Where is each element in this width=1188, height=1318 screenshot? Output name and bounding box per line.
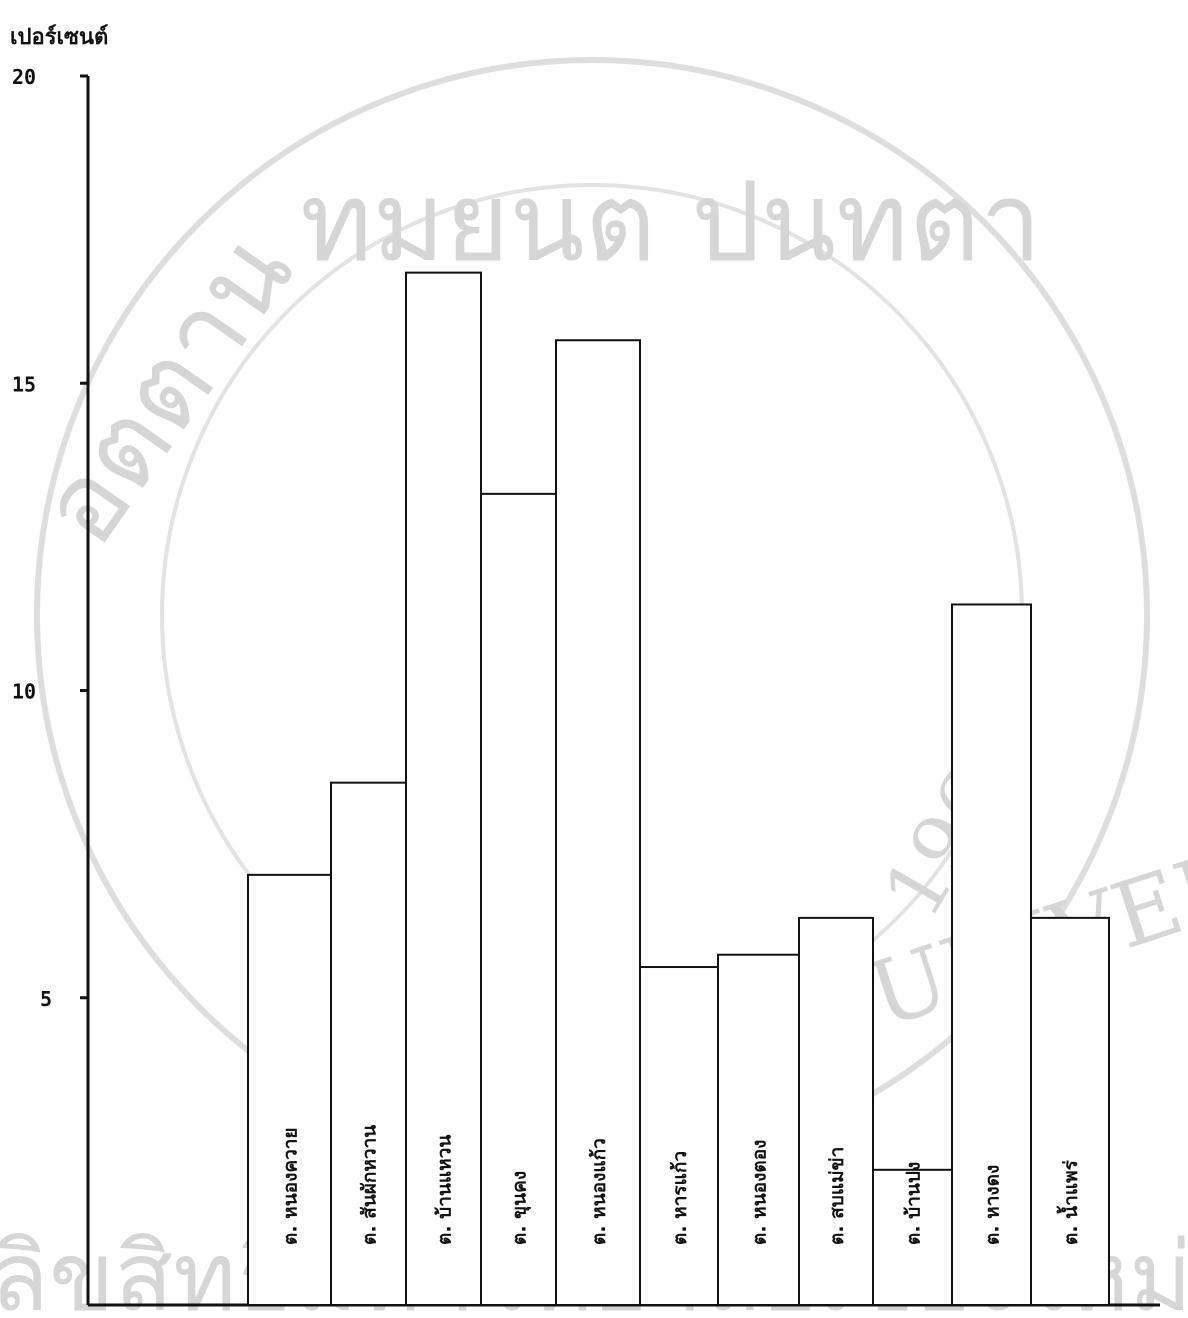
bar-category-label: ต. สบแม่ข่า	[826, 1147, 848, 1245]
y-ticks: 20 15 10 5	[12, 65, 88, 1011]
bar	[1030, 916, 1110, 1306]
bar	[555, 339, 641, 1306]
y-tick-label: 15	[12, 372, 36, 396]
bar	[639, 966, 719, 1307]
y-tick-label: 10	[12, 680, 36, 704]
bar-category-label: ต. หนองแก้ว	[588, 1138, 610, 1245]
bar-category-label: ต. สันผักหวาน	[359, 1125, 381, 1245]
bar	[798, 916, 874, 1306]
y-tick-label: 20	[12, 65, 36, 89]
bar	[405, 271, 482, 1306]
watermark-top-text: ทมยนต ปนทตา	[300, 158, 1042, 286]
y-axis-label: เปอร์เซนต์	[10, 24, 108, 50]
bar-category-label: ต. บ้านแหวน	[434, 1135, 456, 1245]
bar-category-label: ต. บ้านปง	[903, 1162, 925, 1245]
bar-category-label: ต. หางดง	[982, 1165, 1004, 1245]
bar-category-label: ต. หนองตอง	[749, 1140, 771, 1245]
bar	[480, 492, 557, 1306]
y-tick-label: 5	[40, 987, 52, 1011]
bar	[872, 1168, 953, 1307]
bars: ต. หนองควาย ต. สันผักหวาน ต. บ้านแหวน ต. ขุ…	[247, 271, 1110, 1307]
bar-category-label: ต. หารแก้ว	[669, 1151, 691, 1245]
bar	[330, 781, 407, 1306]
bar	[717, 953, 800, 1306]
bar-category-label: ต. หนองควาย	[280, 1127, 302, 1245]
bar-category-label: ต. ขุนคง	[509, 1171, 532, 1245]
bar-category-label: ต. น้ำแพร่	[1056, 1159, 1082, 1245]
